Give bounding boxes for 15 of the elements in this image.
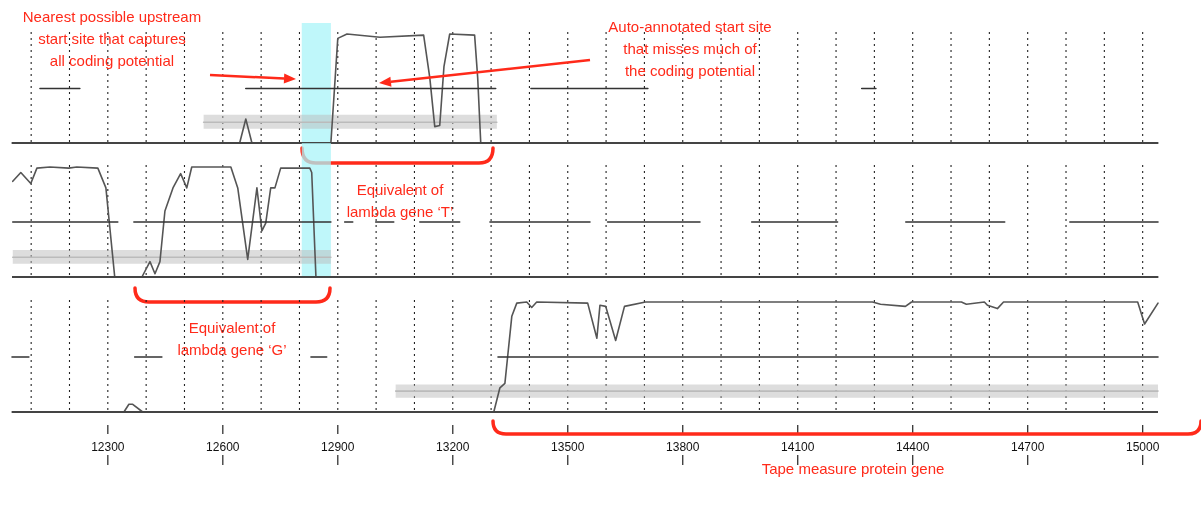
annotation: Nearest possible upstream start site that captures all coding potential	[22, 8, 202, 69]
text: Tape measure protein gene	[761, 460, 945, 477]
x-tick-label: 13500	[551, 440, 585, 454]
x-tick-label: 15000	[1125, 440, 1160, 454]
x-tick-label: 12300	[91, 440, 125, 454]
annotation: Auto-annotated start site that misses much of the coding potential	[608, 18, 772, 79]
x-tick-label: 12600	[206, 440, 240, 454]
x-tick-label: 14100	[781, 440, 815, 454]
x-tick-label: 13800	[666, 440, 700, 454]
annotation: Equivalent of lambda gene ‘T’	[346, 181, 454, 220]
x-tick-label: 14700	[1011, 440, 1045, 454]
x-tick-label: 12900	[321, 440, 355, 454]
annotation: Equivalent of lambda gene ‘G’	[177, 319, 287, 358]
x-tick-label: 13200	[436, 440, 470, 454]
x-tick-label: 14400	[896, 440, 930, 454]
